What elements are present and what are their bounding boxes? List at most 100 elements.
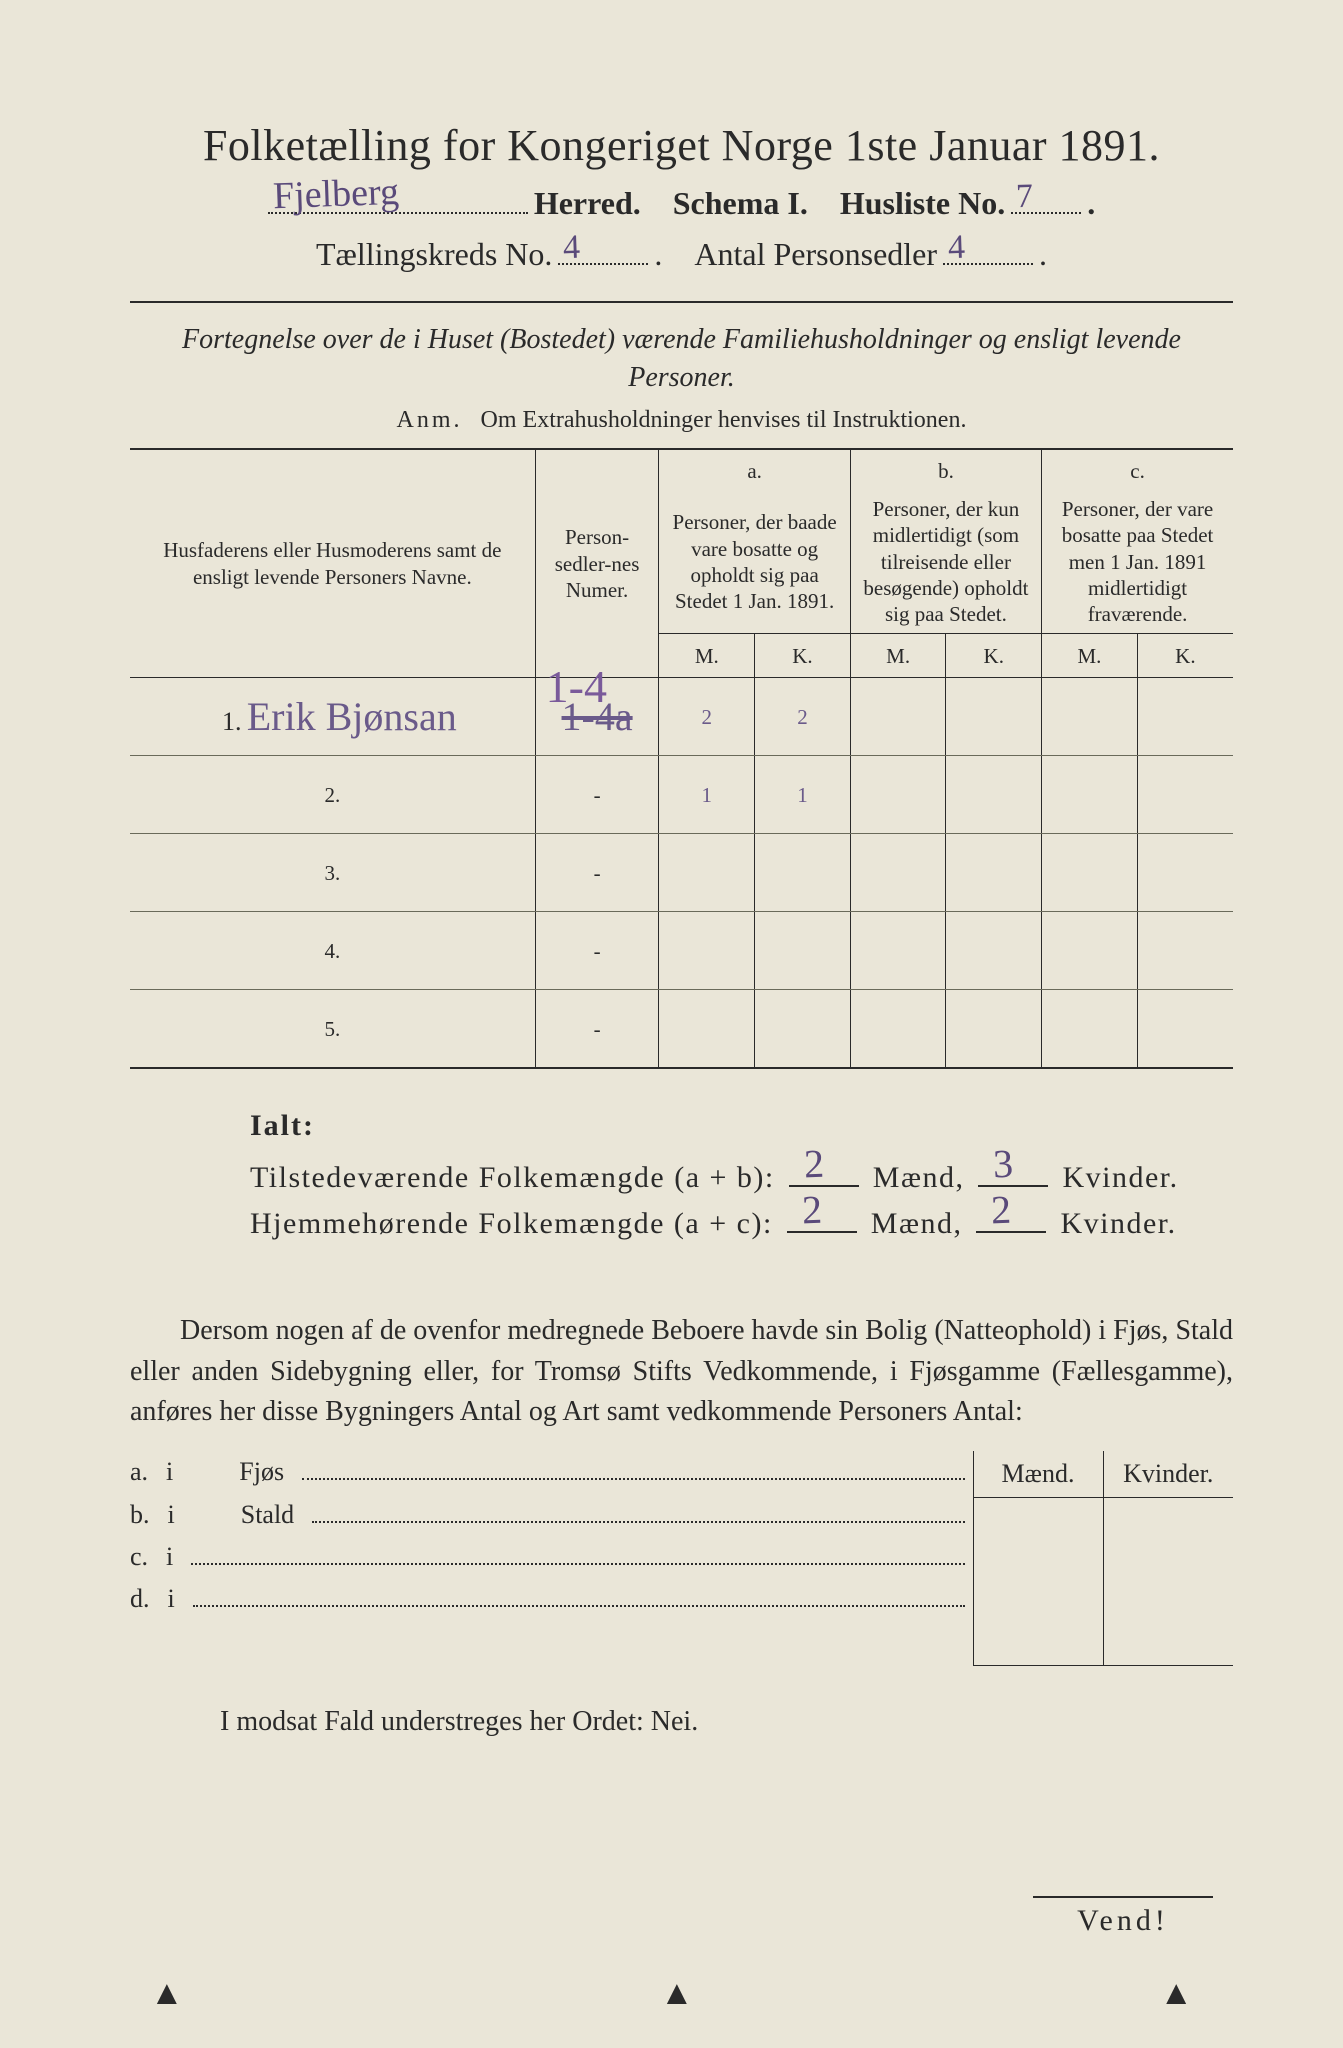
anm-line: Anm. Om Extrahusholdninger henvises til … xyxy=(130,407,1233,434)
cell-a-k xyxy=(755,834,851,912)
nei-line: I modsat Fald understreges her Ordet: Ne… xyxy=(130,1706,1233,1738)
cell-b-k xyxy=(946,990,1042,1068)
husliste-field: 7 xyxy=(1011,179,1081,214)
col-c-k: K. xyxy=(1137,634,1233,678)
cell-c-k xyxy=(1137,990,1233,1068)
husliste-value: 7 xyxy=(1016,178,1034,217)
husliste-label: Husliste No. xyxy=(840,185,1005,222)
header-line-3: Tællingskreds No. 4 . Antal Personsedler… xyxy=(130,230,1233,273)
ab-k-value: 3 xyxy=(993,1140,1016,1188)
cell-a-k: 2 xyxy=(755,678,851,756)
antal-label: Antal Personsedler xyxy=(694,236,937,273)
punch-mark: ▲ xyxy=(1159,1975,1193,2013)
kvinder-label: Kvinder. xyxy=(1060,1207,1176,1241)
dotted-line xyxy=(191,1542,964,1565)
cell-b-m xyxy=(850,912,946,990)
name-value: Erik Bjønsan xyxy=(247,694,457,739)
cell-b-k xyxy=(946,756,1042,834)
cell-b-m xyxy=(850,990,946,1068)
dotted-line xyxy=(302,1457,964,1480)
mk-row xyxy=(973,1497,1233,1539)
anm-label: Anm. xyxy=(397,407,463,433)
cell-name: 5. xyxy=(130,990,535,1068)
antal-field: 4 xyxy=(943,230,1033,265)
cell-b-m xyxy=(850,678,946,756)
herred-value: Fjelberg xyxy=(272,170,399,218)
ac-k-field: 2 xyxy=(976,1203,1046,1233)
row-letter: c. xyxy=(130,1542,148,1572)
antal-value: 4 xyxy=(947,229,965,268)
cell-c-m xyxy=(1042,678,1138,756)
cell-numer: - xyxy=(535,912,659,990)
kreds-value: 4 xyxy=(563,229,581,268)
header-line-2: Fjelberg Herred. Schema I. Husliste No. … xyxy=(130,179,1233,222)
cell-a-m: 2 xyxy=(659,678,755,756)
row-i: i xyxy=(166,1457,173,1487)
cell-a-k: 1 xyxy=(755,756,851,834)
cell-numer: 1-4 1-4a xyxy=(535,678,659,756)
cell-a-k xyxy=(755,990,851,1068)
abcd-row: c. i xyxy=(130,1536,965,1578)
row-i: i xyxy=(166,1542,173,1572)
divider xyxy=(130,301,1233,303)
herred-field: Fjelberg xyxy=(268,179,528,214)
totals-ab: Tilstedeværende Folkemængde (a + b): 2 M… xyxy=(250,1157,1233,1195)
header-block: Folketælling for Kongeriget Norge 1ste J… xyxy=(130,120,1233,273)
cell-name: 1. Erik Bjønsan xyxy=(130,678,535,756)
punch-mark: ▲ xyxy=(660,1975,694,2013)
schema-label: Schema I. xyxy=(673,185,808,222)
cell-c-k xyxy=(1137,834,1233,912)
table-row: 3. - xyxy=(130,834,1233,912)
row-i: i xyxy=(168,1500,175,1530)
ac-k-value: 2 xyxy=(991,1186,1014,1234)
col-name: Husfaderens eller Husmoderens samt de en… xyxy=(130,449,535,678)
cell-name: 2. xyxy=(130,756,535,834)
ac-m-field: 2 xyxy=(787,1203,857,1233)
mk-row xyxy=(973,1539,1233,1581)
cell-c-m xyxy=(1042,912,1138,990)
col-a-m: M. xyxy=(659,634,755,678)
ab-m-value: 2 xyxy=(803,1140,826,1188)
cell-c-k xyxy=(1137,678,1233,756)
punch-mark: ▲ xyxy=(150,1975,184,2013)
maend-label: Mænd, xyxy=(873,1161,965,1195)
col-a-label: a. xyxy=(659,449,850,490)
cell-b-m xyxy=(850,834,946,912)
ab-k-field: 3 xyxy=(978,1157,1048,1187)
row-letter: b. xyxy=(130,1500,150,1530)
maend-label: Mænd, xyxy=(871,1207,963,1241)
cell-a-m xyxy=(659,990,755,1068)
col-c-label: c. xyxy=(1042,449,1233,490)
row-type: Fjøs xyxy=(239,1457,284,1487)
totals-block: Ialt: Tilstedeværende Folkemængde (a + b… xyxy=(250,1109,1233,1241)
row-letter: d. xyxy=(130,1584,150,1614)
col-a-k: K. xyxy=(755,634,851,678)
row-letter: a. xyxy=(130,1457,148,1487)
cell-numer: - xyxy=(535,756,659,834)
col-b-text: Personer, der kun midlertidigt (som tilr… xyxy=(850,490,1041,634)
kreds-field: 4 xyxy=(558,230,648,265)
household-table: Husfaderens eller Husmoderens samt de en… xyxy=(130,448,1233,1069)
cell-numer: - xyxy=(535,834,659,912)
dotted-line xyxy=(312,1499,964,1522)
census-form-page: Folketælling for Kongeriget Norge 1ste J… xyxy=(0,0,1343,2048)
cell-c-m xyxy=(1042,990,1138,1068)
cell-b-k xyxy=(946,834,1042,912)
abcd-row: a. i Fjøs xyxy=(130,1451,965,1493)
row-i: i xyxy=(168,1584,175,1614)
abcd-row: b. i Stald xyxy=(130,1493,965,1535)
table-row: 1. Erik Bjønsan 1-4 1-4a 2 2 xyxy=(130,678,1233,756)
cell-c-k xyxy=(1137,912,1233,990)
cell-b-m xyxy=(850,756,946,834)
cell-name: 4. xyxy=(130,912,535,990)
herred-label: Herred. xyxy=(534,185,641,222)
col-a-text: Personer, der baade vare bosatte og opho… xyxy=(659,490,850,634)
cell-name: 3. xyxy=(130,834,535,912)
kreds-label: Tællingskreds No. xyxy=(316,236,552,273)
ab-m-field: 2 xyxy=(789,1157,859,1187)
table-row: 4. - xyxy=(130,912,1233,990)
col-b-k: K. xyxy=(946,634,1042,678)
mk-row xyxy=(973,1581,1233,1623)
ialt-label: Ialt: xyxy=(250,1109,1233,1143)
anm-text: Om Extrahusholdninger henvises til Instr… xyxy=(481,407,967,433)
